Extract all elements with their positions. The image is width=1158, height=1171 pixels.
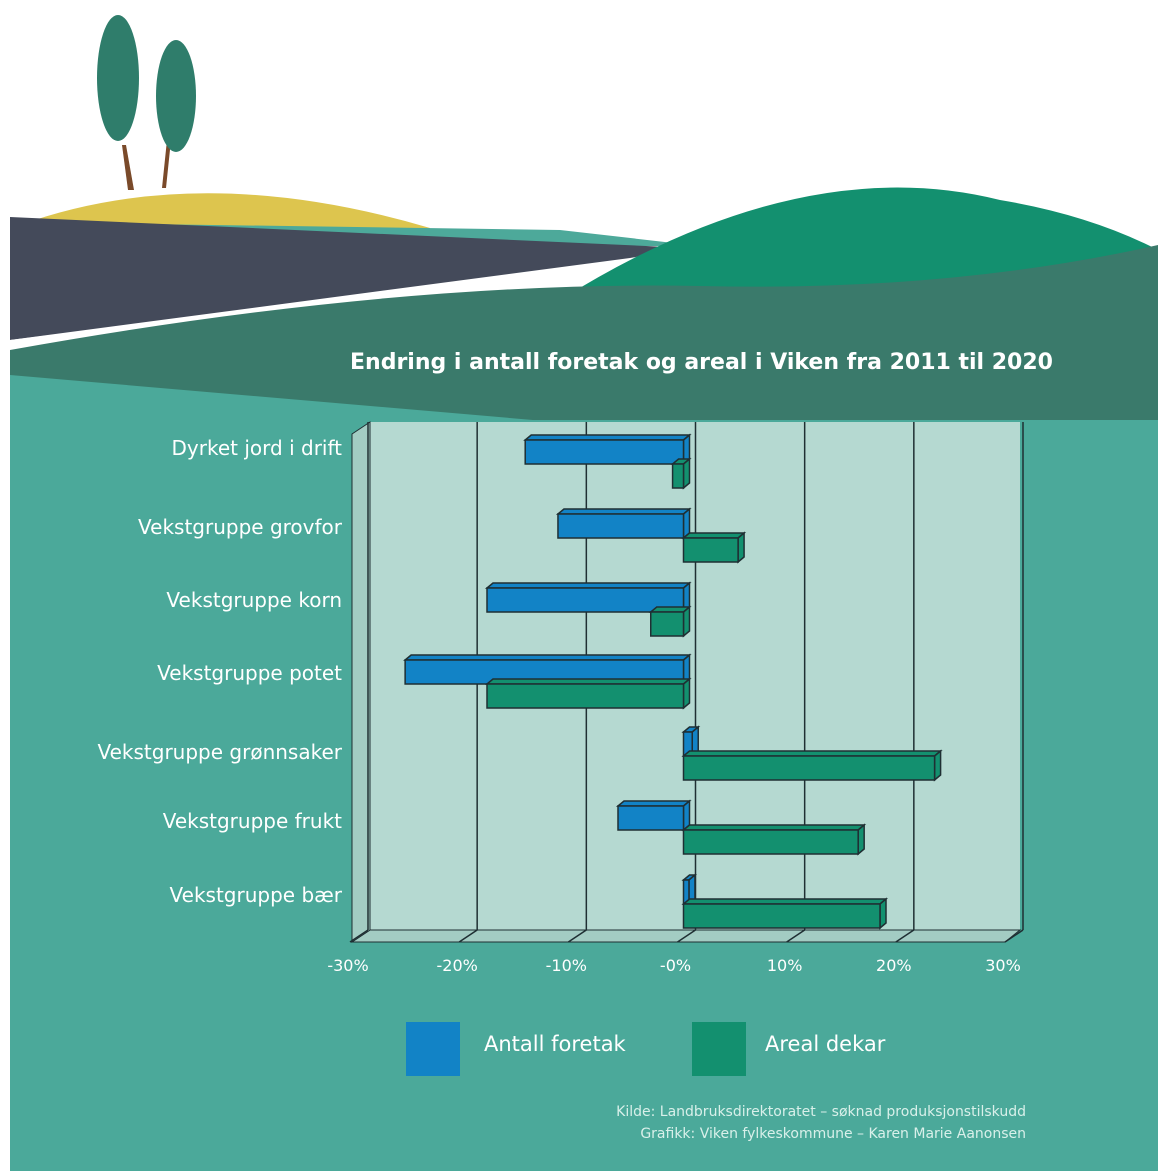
road-band <box>10 217 690 340</box>
x-tick-label: -0% <box>659 956 692 975</box>
category-label: Vekstgruppe frukt <box>162 809 342 833</box>
bar-antall-foretak <box>555 507 692 540</box>
x-tick-label: 30% <box>985 956 1021 975</box>
category-label: Vekstgruppe potet <box>157 661 342 685</box>
category-label: Vekstgruppe bær <box>169 883 342 907</box>
gridline-floor <box>349 929 369 943</box>
category-label: Vekstgruppe grovfor <box>138 515 342 539</box>
x-tick-label: -20% <box>436 956 478 975</box>
chart-left-wall <box>351 421 371 943</box>
legend-swatch-areal-dekar <box>692 1022 746 1076</box>
gridline-floor <box>458 929 478 943</box>
x-tick-label: -30% <box>327 956 369 975</box>
chart-plot-area <box>349 421 1024 943</box>
bar-areal-dekar <box>484 677 692 710</box>
category-label: Vekstgruppe grønnsaker <box>97 740 342 764</box>
x-tick-label: 20% <box>876 956 912 975</box>
x-tick-label: -10% <box>545 956 587 975</box>
x-tick-label: 10% <box>766 956 803 975</box>
gridline-floor <box>895 929 915 943</box>
gridline-floor <box>1004 929 1024 943</box>
category-label: Dyrket jord i drift <box>171 436 342 460</box>
graphics-credit: Grafikk: Viken fylkeskommune – Karen Mar… <box>640 1126 1026 1142</box>
legend-label-areal-dekar: Areal dekar <box>765 1032 886 1056</box>
category-label: Vekstgruppe korn <box>166 588 342 612</box>
bar-antall-foretak <box>523 433 692 466</box>
legend-swatch-antall-foretak <box>406 1022 460 1076</box>
bar-areal-dekar <box>681 749 943 782</box>
gridline-floor <box>786 929 806 943</box>
gridline-floor <box>677 929 696 943</box>
gridline-floor <box>567 929 587 943</box>
bar-areal-dekar <box>670 457 692 490</box>
source-credit: Kilde: Landbruksdirektoratet – søknad pr… <box>616 1104 1026 1120</box>
bar-antall-foretak <box>615 799 692 832</box>
bar-antall-foretak <box>484 581 692 614</box>
chart-title: Endring i antall foretak og areal i Vike… <box>350 350 1053 375</box>
bar-areal-dekar <box>681 823 867 856</box>
bar-areal-dekar <box>681 531 747 564</box>
tree-trunk <box>162 140 171 188</box>
legend-label-antall-foretak: Antall foretak <box>484 1032 626 1056</box>
bar-areal-dekar <box>648 605 692 638</box>
tree-crown <box>97 15 139 141</box>
bar-areal-dekar <box>681 897 889 930</box>
tree-trunk <box>122 145 134 190</box>
tree-crown <box>156 40 196 152</box>
